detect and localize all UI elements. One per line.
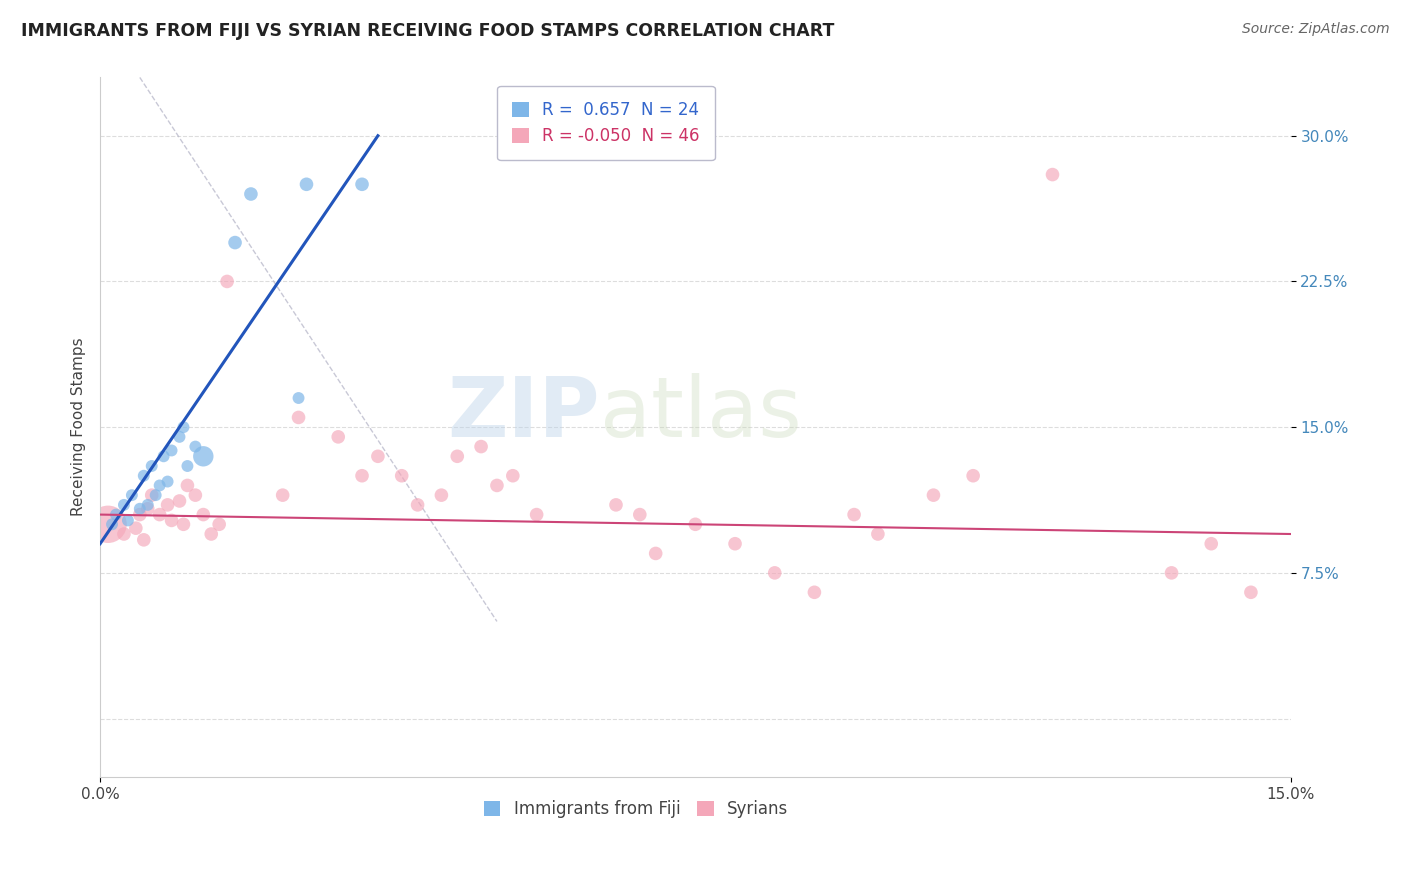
Point xyxy=(224,235,246,250)
Legend: Immigrants from Fiji, Syrians: Immigrants from Fiji, Syrians xyxy=(477,793,794,824)
Text: atlas: atlas xyxy=(600,373,801,454)
Point xyxy=(685,517,707,532)
Point xyxy=(112,498,135,512)
Point xyxy=(160,513,183,527)
Point xyxy=(117,513,139,527)
Point xyxy=(184,440,207,454)
Point xyxy=(1199,537,1222,551)
Point xyxy=(136,498,159,512)
Text: Source: ZipAtlas.com: Source: ZipAtlas.com xyxy=(1241,22,1389,37)
Point xyxy=(644,546,666,560)
Point xyxy=(763,566,786,580)
Text: IMMIGRANTS FROM FIJI VS SYRIAN RECEIVING FOOD STAMPS CORRELATION CHART: IMMIGRANTS FROM FIJI VS SYRIAN RECEIVING… xyxy=(21,22,835,40)
Point xyxy=(803,585,825,599)
Point xyxy=(141,488,163,502)
Point xyxy=(724,537,747,551)
Point xyxy=(866,527,889,541)
Point xyxy=(962,468,984,483)
Point xyxy=(112,527,135,541)
Point xyxy=(287,410,309,425)
Point xyxy=(217,275,239,289)
Point xyxy=(922,488,945,502)
Point xyxy=(842,508,865,522)
Point xyxy=(136,501,159,516)
Point xyxy=(141,458,163,473)
Point xyxy=(1042,168,1064,182)
Point xyxy=(1240,585,1263,599)
Point xyxy=(132,533,155,547)
Point xyxy=(149,478,172,492)
Point xyxy=(605,498,627,512)
Point xyxy=(169,494,191,508)
Point xyxy=(430,488,453,502)
Point xyxy=(156,475,179,489)
Point xyxy=(470,440,492,454)
Point xyxy=(350,178,373,192)
Point xyxy=(391,468,413,483)
Point xyxy=(200,527,222,541)
Point xyxy=(287,391,309,405)
Text: ZIP: ZIP xyxy=(447,373,600,454)
Point xyxy=(184,488,207,502)
Point xyxy=(172,420,194,434)
Point xyxy=(271,488,294,502)
Point xyxy=(193,450,215,464)
Y-axis label: Receiving Food Stamps: Receiving Food Stamps xyxy=(72,338,86,516)
Point xyxy=(239,187,262,202)
Point xyxy=(121,488,143,502)
Point xyxy=(208,517,231,532)
Point xyxy=(172,517,194,532)
Point xyxy=(485,478,508,492)
Point xyxy=(145,488,167,502)
Point xyxy=(101,517,124,532)
Point xyxy=(132,468,155,483)
Point xyxy=(176,458,198,473)
Point xyxy=(169,430,191,444)
Point xyxy=(125,521,148,535)
Point xyxy=(152,450,174,464)
Point xyxy=(128,508,150,522)
Point xyxy=(328,430,350,444)
Point xyxy=(406,498,429,512)
Point xyxy=(502,468,524,483)
Point xyxy=(176,478,198,492)
Point xyxy=(526,508,548,522)
Point xyxy=(295,178,318,192)
Point xyxy=(149,508,172,522)
Point xyxy=(105,508,128,522)
Point xyxy=(1160,566,1182,580)
Point xyxy=(446,450,468,464)
Point xyxy=(367,450,389,464)
Point xyxy=(97,517,120,532)
Point xyxy=(160,443,183,458)
Point xyxy=(350,468,373,483)
Point xyxy=(156,498,179,512)
Point xyxy=(128,501,150,516)
Point xyxy=(628,508,651,522)
Point xyxy=(193,508,215,522)
